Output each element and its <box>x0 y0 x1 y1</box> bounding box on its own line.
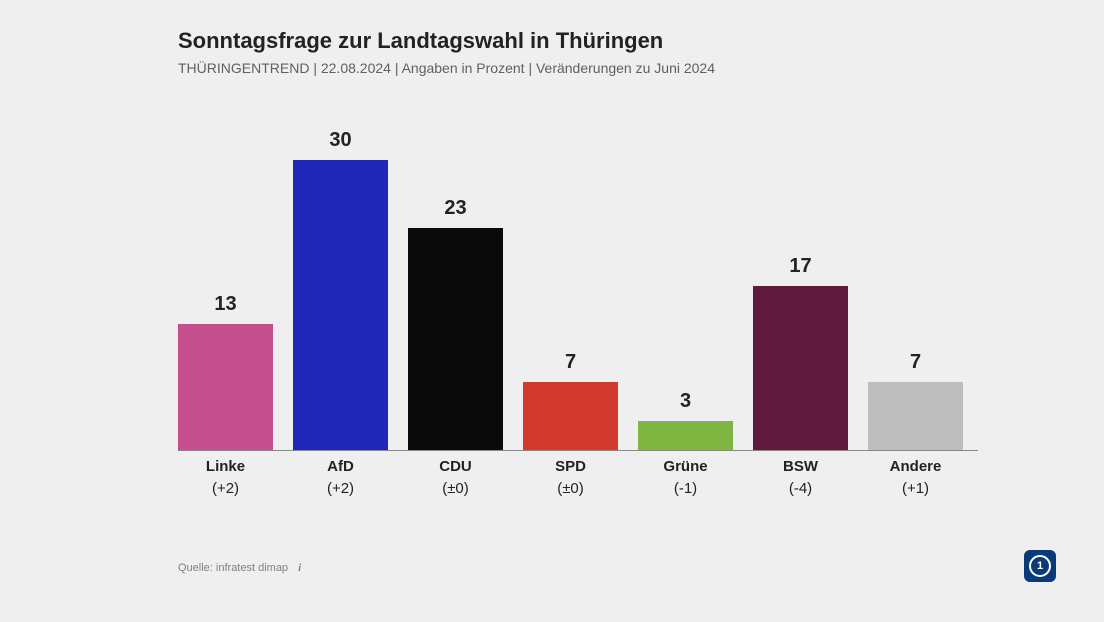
party-label: Grüne <box>638 458 733 475</box>
bar-linke <box>178 324 273 450</box>
change-label: (+2) <box>293 480 388 497</box>
change-label: (+2) <box>178 480 273 497</box>
value-label: 7 <box>868 351 963 374</box>
bar-cdu <box>408 228 503 450</box>
bar-afd <box>293 160 388 450</box>
source-line: Quelle: infratest dimap i <box>178 562 301 574</box>
bar-andere <box>868 382 963 450</box>
value-label: 7 <box>523 351 618 374</box>
value-label: 3 <box>638 390 733 413</box>
info-icon[interactable]: i <box>298 562 301 574</box>
source-text: Quelle: infratest dimap <box>178 562 288 574</box>
party-label: CDU <box>408 458 503 475</box>
party-label: SPD <box>523 458 618 475</box>
change-label: (±0) <box>523 480 618 497</box>
change-label: (-1) <box>638 480 733 497</box>
value-label: 30 <box>293 129 388 152</box>
x-axis-baseline <box>178 450 978 451</box>
logo-circle-icon <box>1029 555 1051 577</box>
broadcaster-logo <box>1024 550 1056 582</box>
header: Sonntagsfrage zur Landtagswahl in Thürin… <box>178 28 715 76</box>
bar-spd <box>523 382 618 450</box>
value-label: 17 <box>753 255 848 278</box>
party-label: Andere <box>868 458 963 475</box>
party-label: AfD <box>293 458 388 475</box>
party-label: BSW <box>753 458 848 475</box>
change-label: (-4) <box>753 480 848 497</box>
value-label: 13 <box>178 293 273 316</box>
bar-bsw <box>753 286 848 450</box>
chart-canvas: Sonntagsfrage zur Landtagswahl in Thürin… <box>0 0 1104 622</box>
bar-grüne <box>638 421 733 450</box>
change-label: (+1) <box>868 480 963 497</box>
chart-subtitle: THÜRINGENTREND | 22.08.2024 | Angaben in… <box>178 60 715 76</box>
change-label: (±0) <box>408 480 503 497</box>
chart-title: Sonntagsfrage zur Landtagswahl in Thürin… <box>178 28 715 54</box>
party-label: Linke <box>178 458 273 475</box>
value-label: 23 <box>408 197 503 220</box>
chart-area: 13 Linke (+2) 30 AfD (+2) 23 CDU (±0) 7 SPD (±0) 3 Gr… <box>178 100 978 510</box>
